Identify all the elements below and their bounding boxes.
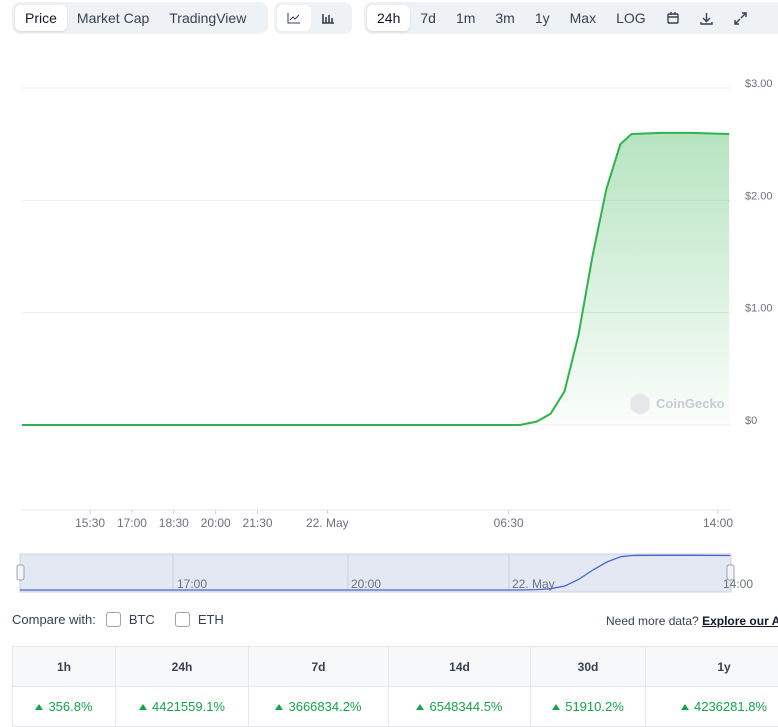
header-cell: 24h <box>116 647 249 687</box>
y-tick-label: $3.00 <box>745 78 773 90</box>
cell-value: 4236281.8% <box>694 699 767 714</box>
navigator-label: 20:00 <box>351 577 381 591</box>
change-table: 1h 24h 7d 14d 30d 1y 356.8% 4421559.1% 3… <box>12 646 778 727</box>
header-cell: 30d <box>531 647 646 687</box>
navigator-label: 17:00 <box>177 577 207 591</box>
api-text: Need more data? <box>606 614 699 628</box>
area <box>22 133 729 425</box>
x-tick-label: 06:30 <box>494 516 524 530</box>
cell-value: 3666834.2% <box>288 699 361 714</box>
compare-label: Compare with: <box>12 612 96 627</box>
cell: 51910.2% <box>531 687 646 727</box>
x-tick-label: 22. May <box>306 516 349 530</box>
watermark: CoinGecko <box>656 396 725 411</box>
cell-value: 6548344.5% <box>429 699 502 714</box>
compare-row: Compare with: BTC ETH <box>12 612 224 627</box>
checkbox[interactable] <box>106 612 121 627</box>
cell: 3666834.2% <box>249 687 389 727</box>
cell-value: 51910.2% <box>565 699 624 714</box>
checkbox[interactable] <box>175 612 190 627</box>
navigator-handle[interactable] <box>17 565 24 580</box>
y-tick-label: $2.00 <box>745 190 773 202</box>
header-cell: 1y <box>646 647 778 687</box>
api-link[interactable]: Explore our API <box>702 614 778 628</box>
x-tick-label: 17:00 <box>117 516 147 530</box>
api-note: Need more data? Explore our API <box>606 614 778 628</box>
x-tick-label: 15:30 <box>75 516 105 530</box>
cell-value: 4421559.1% <box>152 699 225 714</box>
x-tick-label: 18:30 <box>159 516 189 530</box>
cell: 4236281.8% <box>646 687 778 727</box>
cell: 356.8% <box>13 687 116 727</box>
header-cell: 1h <box>13 647 116 687</box>
header-cell: 14d <box>389 647 531 687</box>
x-tick-label: 20:00 <box>201 516 231 530</box>
cell-value: 356.8% <box>48 699 92 714</box>
watermark-logo <box>630 394 650 414</box>
x-tick-label: 21:30 <box>243 516 273 530</box>
x-tick-label: 14:00 <box>703 516 733 530</box>
y-tick-label: $1.00 <box>745 303 773 315</box>
navigator-label: 14:00 <box>723 577 753 591</box>
y-tick-label: $0 <box>745 415 757 427</box>
header-cell: 7d <box>249 647 389 687</box>
chart: CoinGecko 17:00 20:00 22. May 14:00 $0 $1… <box>0 0 778 600</box>
compare-option[interactable]: BTC <box>129 612 155 627</box>
cell: 4421559.1% <box>116 687 249 727</box>
compare-option[interactable]: ETH <box>198 612 224 627</box>
cell: 6548344.5% <box>389 687 531 727</box>
